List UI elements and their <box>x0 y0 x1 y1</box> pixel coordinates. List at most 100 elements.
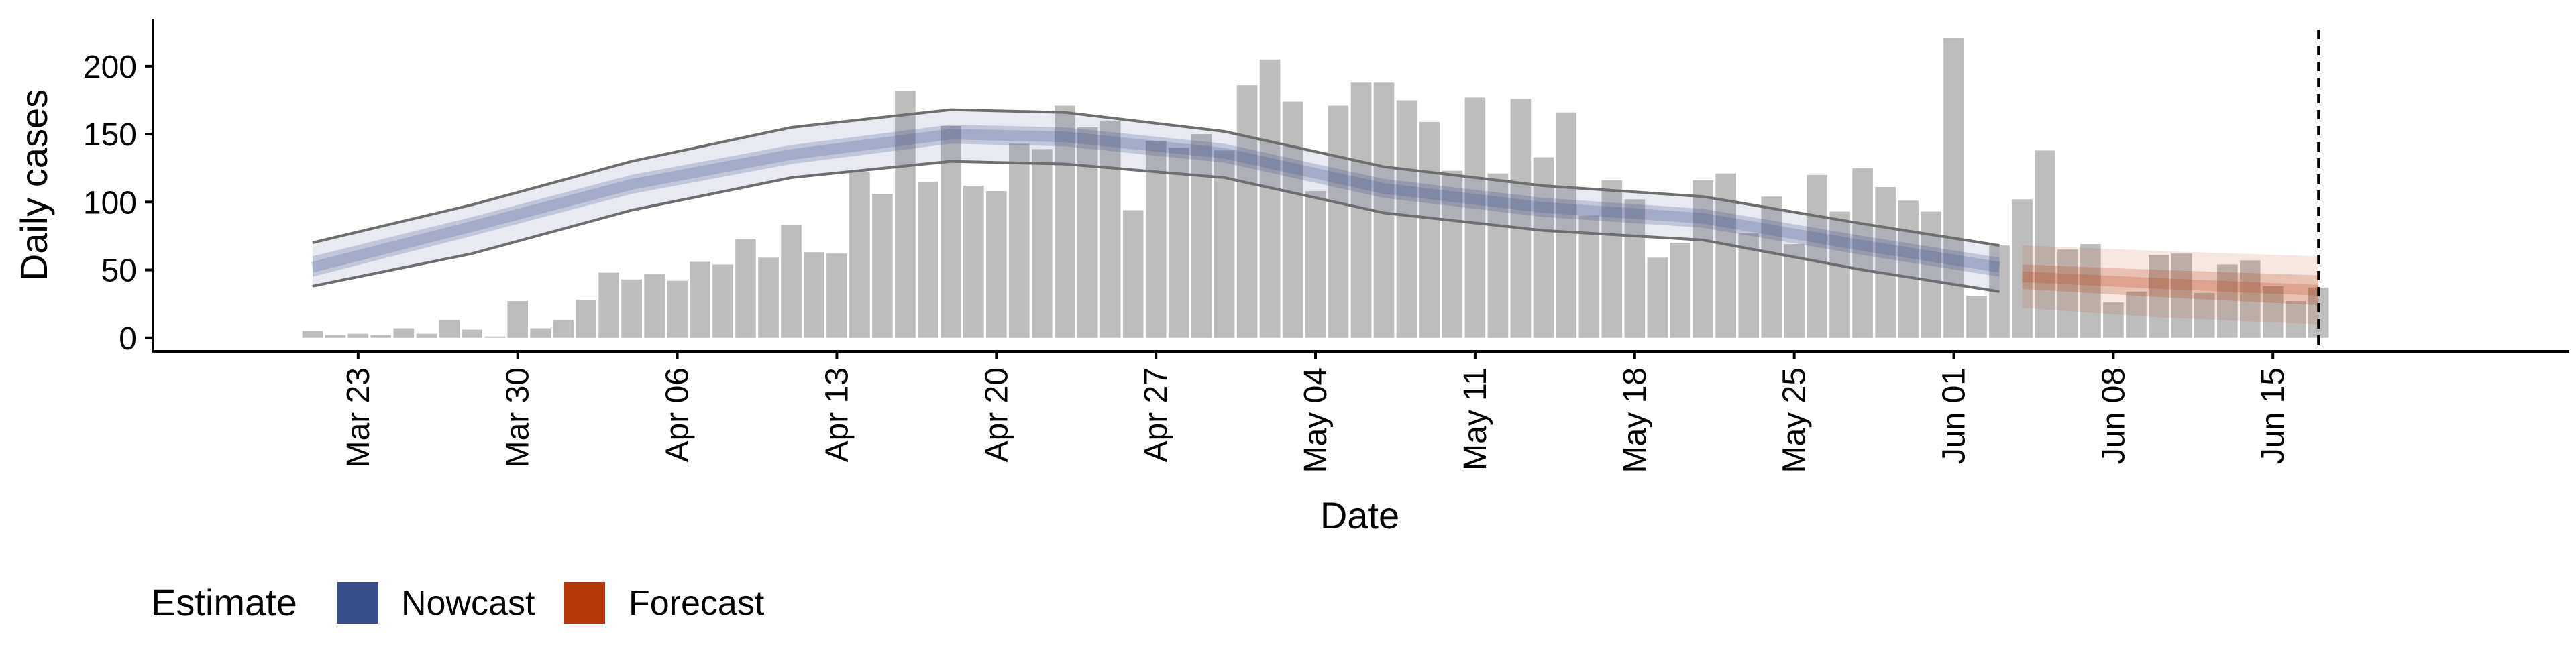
case-bar <box>849 172 870 338</box>
case-bar <box>1464 97 1486 338</box>
case-bar <box>2035 150 2055 338</box>
x-tick-label: Apr 06 <box>660 367 696 462</box>
case-bar <box>2285 301 2306 338</box>
x-tick-label: Apr 20 <box>979 367 1014 462</box>
case-bar <box>2171 253 2192 338</box>
forecast-outer-band <box>2022 245 2319 325</box>
y-tick-label: 100 <box>83 185 137 221</box>
case-bar <box>1055 105 1075 338</box>
case-bar <box>2126 291 2147 338</box>
x-tick-label: Jun 15 <box>2255 367 2291 464</box>
case-bar <box>2263 286 2284 338</box>
x-tick-label: Mar 23 <box>341 367 376 467</box>
case-bar <box>1282 101 1303 338</box>
x-tick-label: Apr 13 <box>819 367 855 462</box>
x-tick-label: May 04 <box>1298 367 1334 473</box>
case-bar <box>484 336 505 338</box>
case-bar <box>1647 257 1668 338</box>
case-bar <box>1328 105 1349 338</box>
case-bar <box>2103 302 2124 338</box>
case-bar <box>553 320 574 338</box>
case-bar <box>621 279 642 338</box>
x-tick-label: Mar 30 <box>500 367 536 467</box>
case-bar <box>1807 174 1827 338</box>
case-bar <box>918 181 938 338</box>
nowcast-median-line <box>311 129 2000 273</box>
case-bar <box>1122 210 1144 338</box>
case-bar <box>347 333 369 338</box>
x-tick-label: Apr 27 <box>1138 367 1174 462</box>
x-tick-label: May 25 <box>1777 367 1813 473</box>
axes-layer: 0 50 100 150 200 Mar 23 Mar 30 Apr 06 Apr 13 Apr … <box>83 19 2569 473</box>
case-bar <box>804 252 824 338</box>
case-bar <box>2149 255 2169 338</box>
case-bar <box>1191 134 1212 338</box>
case-bar <box>1784 244 1805 338</box>
case-bar <box>872 194 893 338</box>
case-bar <box>2217 264 2238 338</box>
case-bar <box>1898 200 1919 338</box>
case-bar <box>1009 143 1030 338</box>
case-bar <box>758 257 779 338</box>
legend-label-nowcast: Nowcast <box>401 584 535 623</box>
case-bar <box>393 328 415 338</box>
case-bar <box>1099 120 1121 338</box>
case-bar <box>690 261 710 338</box>
y-tick-label: 200 <box>83 50 137 85</box>
legend-key-nowcast <box>337 582 378 624</box>
x-tick-label: May 11 <box>1458 367 1493 471</box>
case-bar <box>1236 85 1258 338</box>
case-bar <box>735 239 756 338</box>
case-bar <box>1693 180 1713 338</box>
nowcast-upper-bound-line <box>312 108 2000 247</box>
case-bar <box>1032 149 1053 338</box>
case-bar <box>1259 59 1281 338</box>
case-bar <box>1396 100 1417 338</box>
case-bar <box>370 335 392 338</box>
case-bar <box>1624 199 1646 338</box>
y-axis-title: Daily cases <box>13 89 55 281</box>
y-tick-label: 0 <box>119 321 137 357</box>
case-bar <box>1829 211 1850 338</box>
estimate-bands-layer <box>311 108 2319 325</box>
case-bar <box>1168 148 1189 338</box>
case-bar <box>1578 215 1600 338</box>
legend-label-forecast: Forecast <box>629 584 765 623</box>
case-bar <box>826 253 847 338</box>
case-bar <box>598 272 619 338</box>
nowcast-outer-band <box>312 109 2000 292</box>
case-bar <box>1852 168 1873 338</box>
case-bar <box>1966 296 1987 338</box>
case-bar <box>1214 150 1235 338</box>
case-bar <box>530 328 551 338</box>
case-bar <box>895 91 916 338</box>
case-bar <box>1305 191 1326 338</box>
nowcast-lower-bound-line <box>312 160 2000 293</box>
x-tick-label: Jun 01 <box>1937 367 1972 464</box>
case-bar <box>1601 180 1623 338</box>
case-bar <box>2057 249 2078 338</box>
case-bar <box>1145 141 1167 338</box>
y-tick-label: 50 <box>101 253 137 289</box>
case-bar <box>1077 127 1098 338</box>
case-bar <box>1761 196 1782 338</box>
case-bar <box>1442 170 1463 338</box>
case-bar <box>712 264 733 338</box>
case-bar <box>1510 99 1532 338</box>
case-bar <box>2194 292 2215 338</box>
forecast-inner-band <box>2022 264 2319 306</box>
bars-layer <box>302 38 2329 338</box>
case-bar <box>2012 199 2033 338</box>
case-bar <box>1556 112 1577 338</box>
case-bar <box>963 186 984 338</box>
forecast-median-line <box>2022 271 2319 296</box>
case-bar <box>1419 121 1440 338</box>
case-bar <box>1943 38 1964 338</box>
case-bar <box>781 225 802 338</box>
case-bar <box>462 329 482 338</box>
case-bar <box>416 333 437 338</box>
case-bar <box>667 280 688 338</box>
case-bar <box>576 300 596 338</box>
